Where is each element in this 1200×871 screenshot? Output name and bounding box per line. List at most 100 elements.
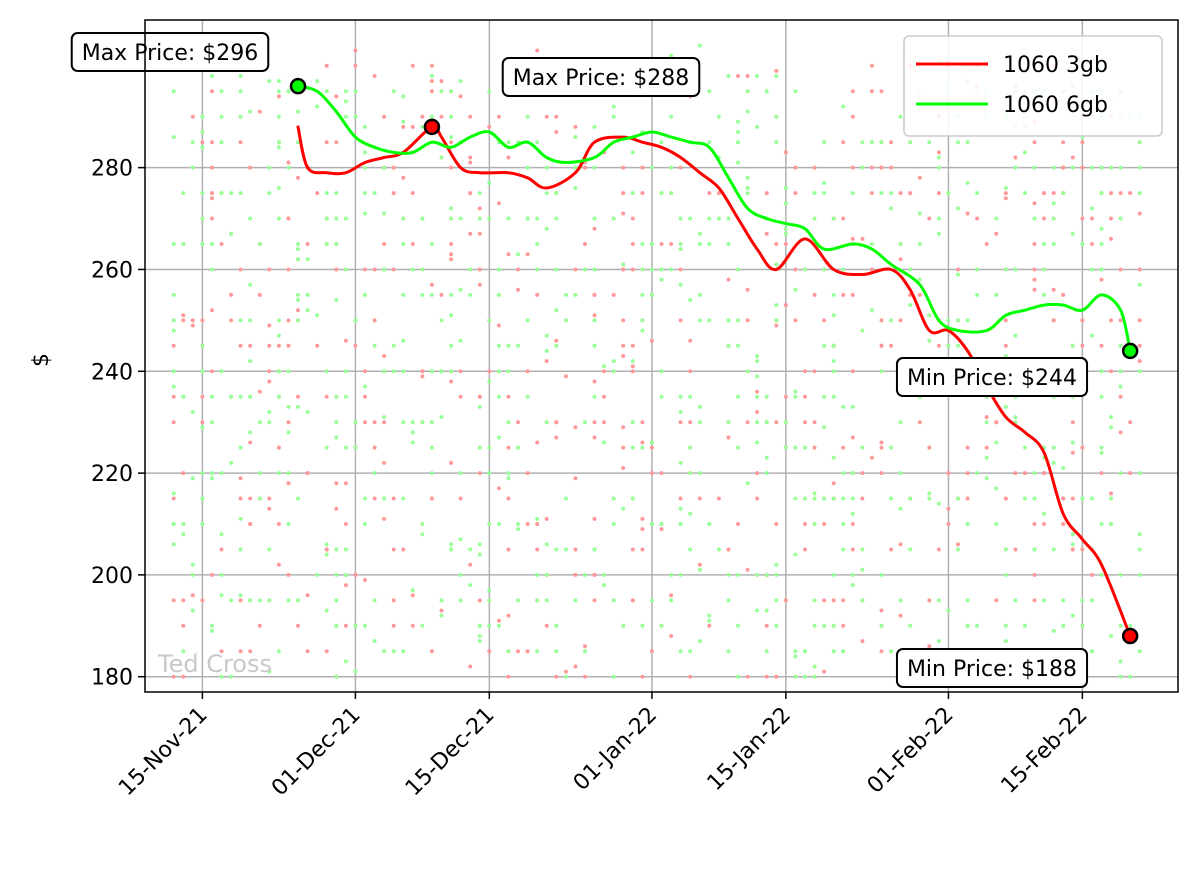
scatter-point <box>783 420 788 425</box>
scatter-point <box>429 63 434 68</box>
scatter-point <box>276 394 281 399</box>
scatter-point <box>276 649 281 654</box>
series-line-6gb <box>296 84 1132 353</box>
scatter-point <box>860 328 865 333</box>
scatter-point <box>965 445 970 450</box>
scatter-point <box>592 435 597 440</box>
scatter-point <box>850 191 855 196</box>
scatter-point <box>879 343 884 348</box>
scatter-point <box>200 496 205 501</box>
scatter-point <box>267 343 272 348</box>
scatter-point <box>506 369 511 374</box>
scatter-point <box>793 496 798 501</box>
scatter-point <box>429 445 434 450</box>
scatter-point <box>783 303 788 308</box>
scatter-point <box>783 242 788 246</box>
scatter-point <box>429 471 434 476</box>
scatter-point <box>382 114 387 119</box>
scatter-point <box>975 623 980 628</box>
scatter-point <box>659 191 664 196</box>
scatter-point <box>688 674 693 679</box>
scatter-point <box>535 140 540 145</box>
scatter-point <box>611 292 616 297</box>
scatter-point <box>200 242 205 246</box>
scatter-point <box>898 318 903 323</box>
annotation-min-3gb-box <box>895 648 1089 688</box>
scatter-point <box>850 369 855 374</box>
scatter-point <box>1118 343 1123 348</box>
scatter-point <box>822 623 827 628</box>
scatter-point <box>1070 542 1075 547</box>
scatter-point <box>544 623 549 628</box>
scatter-point <box>487 471 492 476</box>
scatter-point <box>678 460 683 465</box>
plot-frame <box>144 19 1179 693</box>
scatter-point <box>525 165 530 170</box>
scatter-point <box>812 664 817 669</box>
scatter-point <box>774 114 779 119</box>
scatter-point <box>611 674 616 679</box>
scatter-point <box>229 231 234 236</box>
scatter-point <box>1128 623 1133 628</box>
scatter-point <box>1032 522 1037 526</box>
scatter-point <box>984 455 989 460</box>
scatter-point <box>726 343 731 348</box>
scatter-point <box>248 109 253 114</box>
scatter-point <box>745 481 750 486</box>
scatter-point <box>506 394 511 399</box>
scatter-point <box>487 124 492 129</box>
scatter-point <box>535 292 540 297</box>
scatter-point <box>1061 165 1066 170</box>
scatter-point <box>200 343 205 348</box>
scatter-point <box>229 674 234 679</box>
scatter-point <box>343 267 348 272</box>
scatter-point <box>1032 277 1037 282</box>
scatter-point <box>401 119 406 124</box>
scatter-point <box>745 674 750 679</box>
scatter-point <box>477 634 482 638</box>
scatter-point <box>640 420 645 425</box>
scatter-point <box>1061 466 1066 470</box>
scatter-point <box>420 374 425 379</box>
scatter-point <box>592 572 597 577</box>
scatter-point <box>286 420 291 425</box>
scatter-point <box>468 155 473 160</box>
scatter-point <box>611 598 616 603</box>
scatter-point <box>621 354 626 358</box>
scatter-point <box>372 639 377 644</box>
scatter-point <box>879 572 884 577</box>
scatter-point <box>927 338 932 343</box>
scatter-point <box>831 649 836 654</box>
scatter-point <box>898 242 903 246</box>
scatter-point <box>1099 226 1104 231</box>
scatter-point <box>238 318 243 323</box>
scatter-point <box>841 623 846 628</box>
scatter-point <box>1099 522 1104 526</box>
scatter-point <box>1003 191 1008 196</box>
scatter-point <box>669 593 674 598</box>
scatter-point <box>879 440 884 445</box>
scatter-point <box>544 165 549 170</box>
scatter-point <box>410 63 415 68</box>
scatter-point <box>372 191 377 196</box>
scatter-point <box>1118 394 1123 399</box>
scatter-point <box>774 262 779 267</box>
scatter-point <box>707 242 712 246</box>
scatter-point <box>1013 267 1018 272</box>
scatter-point <box>439 155 444 160</box>
scatter-point <box>659 267 664 272</box>
scatter-point <box>267 379 272 384</box>
scatter-point <box>496 618 501 623</box>
scatter-point <box>554 338 559 343</box>
scatter-point <box>630 242 635 246</box>
scatter-point <box>975 471 980 476</box>
scatter-point <box>276 79 281 84</box>
scatter-point <box>640 191 645 196</box>
scatter-point <box>869 267 874 272</box>
scatter-point <box>219 191 224 196</box>
scatter-point <box>755 420 760 425</box>
scatter-point <box>238 445 243 450</box>
scatter-point <box>554 191 559 196</box>
scatter-point <box>736 394 740 399</box>
scatter-point <box>611 369 616 374</box>
